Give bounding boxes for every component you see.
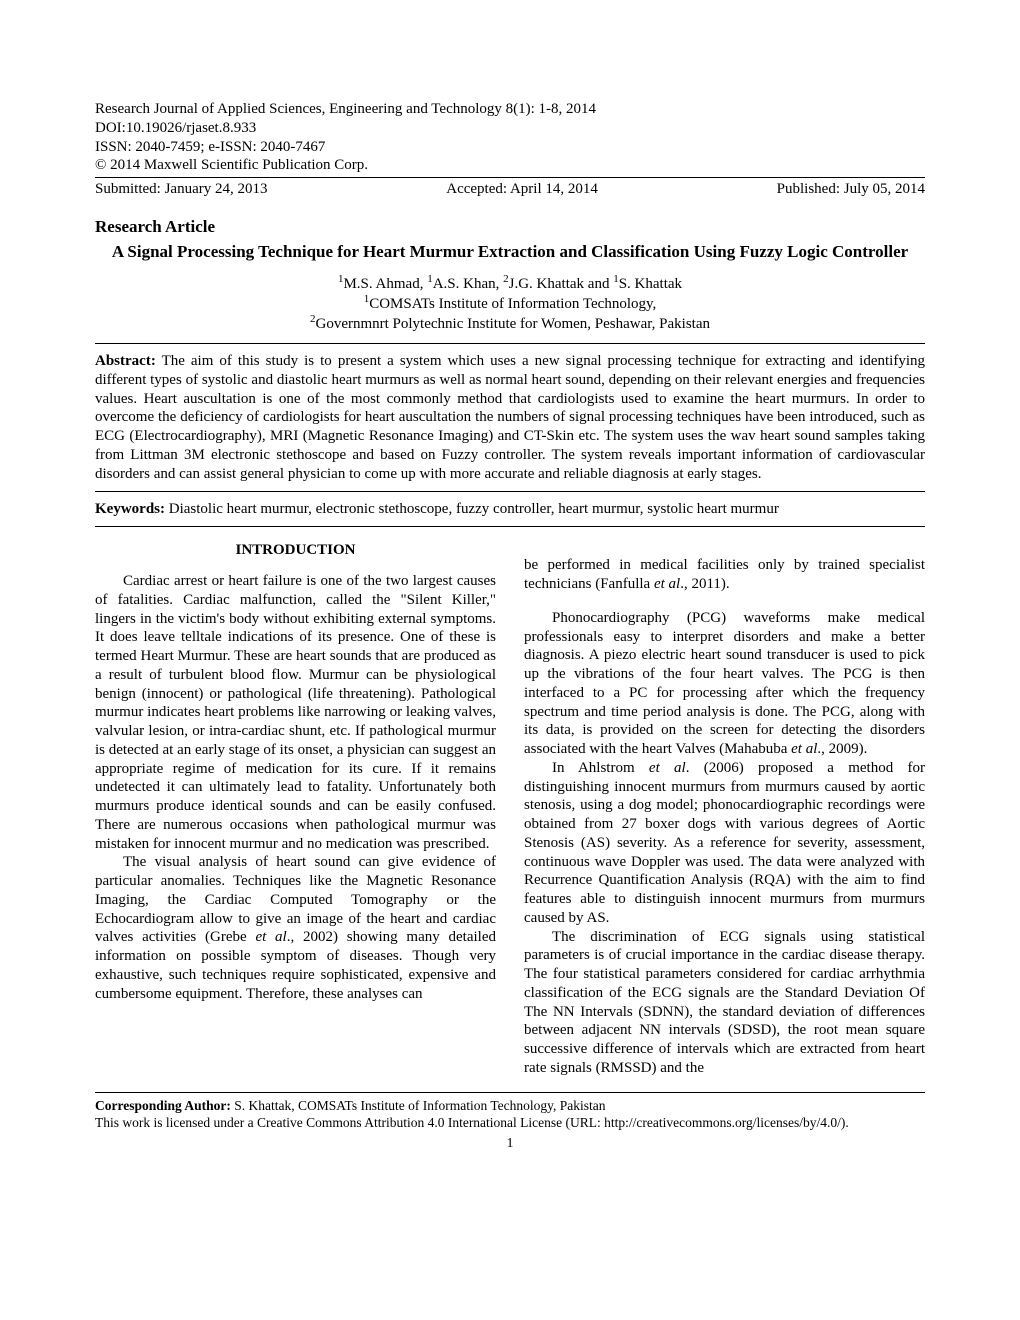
keywords-label: Keywords: (95, 501, 165, 517)
article-type: Research Article (95, 217, 925, 237)
footer-block: Corresponding Author: S. Khattak, COMSAT… (95, 1097, 925, 1132)
abstract-label: Abstract: (95, 353, 156, 369)
right-column: be performed in medical facilities only … (524, 541, 925, 1077)
abstract-text: The aim of this study is to present a sy… (95, 353, 925, 482)
footer-separator: Corresponding Author: S. Khattak, COMSAT… (95, 1092, 925, 1153)
intro-heading: INTRODUCTION (95, 541, 496, 560)
corresponding-author-text: S. Khattak, COMSATs Institute of Informa… (231, 1098, 606, 1113)
left-column: INTRODUCTION Cardiac arrest or heart fai… (95, 541, 496, 1077)
issn-line: ISSN: 2040-7459; e-ISSN: 2040-7467 (95, 138, 925, 157)
col2-para2: Phonocardiography (PCG) waveforms make m… (524, 609, 925, 759)
abstract-block: Abstract: The aim of this study is to pr… (95, 343, 925, 492)
authors-line: 1M.S. Ahmad, 1A.S. Khan, 2J.G. Khattak a… (95, 273, 925, 293)
journal-line: Research Journal of Applied Sciences, En… (95, 100, 925, 119)
header-rule (95, 177, 925, 178)
published-date: Published: July 05, 2014 (777, 180, 925, 199)
col1-para1: Cardiac arrest or heart failure is one o… (95, 572, 496, 853)
submitted-date: Submitted: January 24, 2013 (95, 180, 268, 199)
copyright-line: © 2014 Maxwell Scientific Publication Co… (95, 156, 925, 175)
license-text: This work is licensed under a Creative C… (95, 1115, 849, 1130)
body-columns: INTRODUCTION Cardiac arrest or heart fai… (95, 541, 925, 1077)
doi-line: DOI:10.19026/rjaset.8.933 (95, 119, 925, 138)
accepted-date: Accepted: April 14, 2014 (446, 180, 598, 199)
col2-para3: In Ahlstrom et al. (2006) proposed a met… (524, 759, 925, 928)
article-title: A Signal Processing Technique for Heart … (95, 241, 925, 263)
corresponding-author-label: Corresponding Author: (95, 1098, 231, 1113)
col2-para1: be performed in medical facilities only … (524, 556, 925, 594)
header-block: Research Journal of Applied Sciences, En… (95, 100, 925, 199)
keywords-text: Diastolic heart murmur, electronic steth… (165, 501, 779, 517)
dates-row: Submitted: January 24, 2013 Accepted: Ap… (95, 180, 925, 199)
affiliation-2: 2Governmnrt Polytechnic Institute for Wo… (95, 313, 925, 333)
col1-para2: The visual analysis of heart sound can g… (95, 853, 496, 1003)
keywords-block: Keywords: Diastolic heart murmur, electr… (95, 492, 925, 527)
affiliation-1: 1COMSATs Institute of Information Techno… (95, 293, 925, 313)
page-number: 1 (95, 1136, 925, 1153)
col2-para4: The discrimination of ECG signals using … (524, 928, 925, 1078)
